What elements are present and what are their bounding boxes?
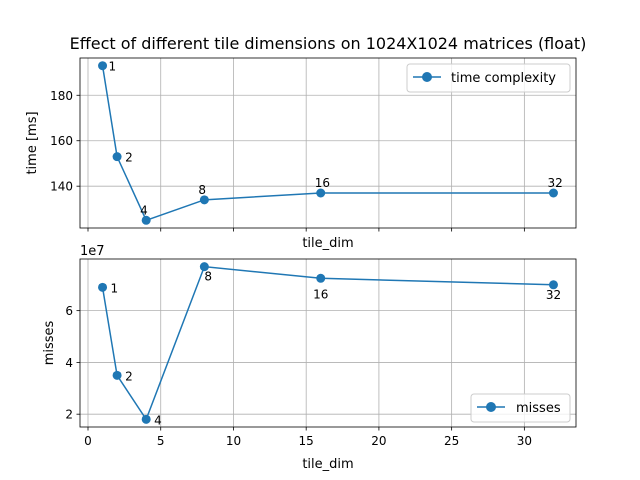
time-data-point [199,195,209,205]
time-data-point [141,215,151,225]
time-data-point [112,152,122,162]
time-point-label: 2 [125,151,133,165]
misses-legend-box [470,393,571,423]
time-series-line [101,65,554,222]
time-y-axis-label: time [ms] [25,111,40,174]
misses-data-point [316,273,326,283]
misses-point-label: 8 [204,270,212,284]
misses-point-label: 16 [313,287,328,301]
misses-y-tick-label: 2 [65,408,73,422]
misses-x-tick-label: 30 [517,434,532,448]
misses-legend-marker [486,402,496,412]
misses-y-tick-label: 6 [65,304,73,318]
misses-axes-frame [79,258,577,428]
time-data-point [98,61,108,71]
misses-data-point [141,414,151,424]
time-y-tick-label: 160 [50,134,73,148]
misses-x-tick-label: 20 [371,434,386,448]
misses-point-label: 4 [154,413,162,427]
misses-series [98,262,558,424]
time-x-ticks [87,228,525,232]
misses-offset-text: 1e7 [80,244,105,259]
misses-y-axis-label: misses [42,320,57,365]
time-point-label: 16 [315,176,330,190]
time-y-tick-label: 140 [50,180,73,194]
misses-x-tick-label: 5 [157,434,165,448]
misses-x-tick-label: 25 [444,434,459,448]
misses-x-axis-label: tile_dim [302,457,353,472]
misses-x-tick-label: 0 [84,434,92,448]
time-legend-marker [422,72,432,82]
time-point-labels: 1 2 4 8 16 32 [109,60,563,218]
time-point-label: 32 [547,176,562,190]
misses-point-label: 2 [125,369,133,383]
misses-point-label: 1 [111,281,119,295]
misses-data-point [112,370,122,380]
misses-data-point [199,262,209,272]
time-subplot: Effect of different tile dimensions on 1… [25,34,586,251]
time-axes-frame [79,57,577,229]
time-point-label: 8 [198,183,206,197]
time-legend: time complexity [406,63,571,93]
time-point-label: 1 [109,60,117,74]
misses-data-point [548,280,558,290]
time-point-label: 4 [140,203,148,217]
misses-x-tick-label: 15 [299,434,314,448]
time-legend-label: time complexity [451,71,556,86]
misses-x-tick-label: 10 [226,434,241,448]
misses-point-labels: 1 2 4 8 16 32 [111,270,562,428]
misses-series-line [101,265,554,421]
chart-title: Effect of different tile dimensions on 1… [70,34,587,53]
misses-point-label: 32 [546,288,561,302]
time-data-point [548,188,558,198]
time-grid [80,58,576,228]
misses-y-tick-label: 4 [65,356,73,370]
misses-legend: misses [470,393,571,423]
misses-y-ticks: 2 4 6 [65,304,80,422]
time-legend-box [406,63,571,93]
time-x-axis-label: tile_dim [302,236,353,251]
time-y-ticks: 140 160 180 [50,89,80,194]
time-y-tick-label: 180 [50,89,73,103]
misses-data-point [98,282,108,292]
misses-x-ticks: 0 5 10 15 20 25 30 [84,427,532,448]
time-series [98,61,558,225]
time-data-point [316,188,326,198]
misses-legend-label: misses [516,401,561,416]
misses-subplot: 2 4 6 0 5 10 15 20 25 30 1 2 4 8 16 32 1e7 tile_dim m… [42,244,577,472]
